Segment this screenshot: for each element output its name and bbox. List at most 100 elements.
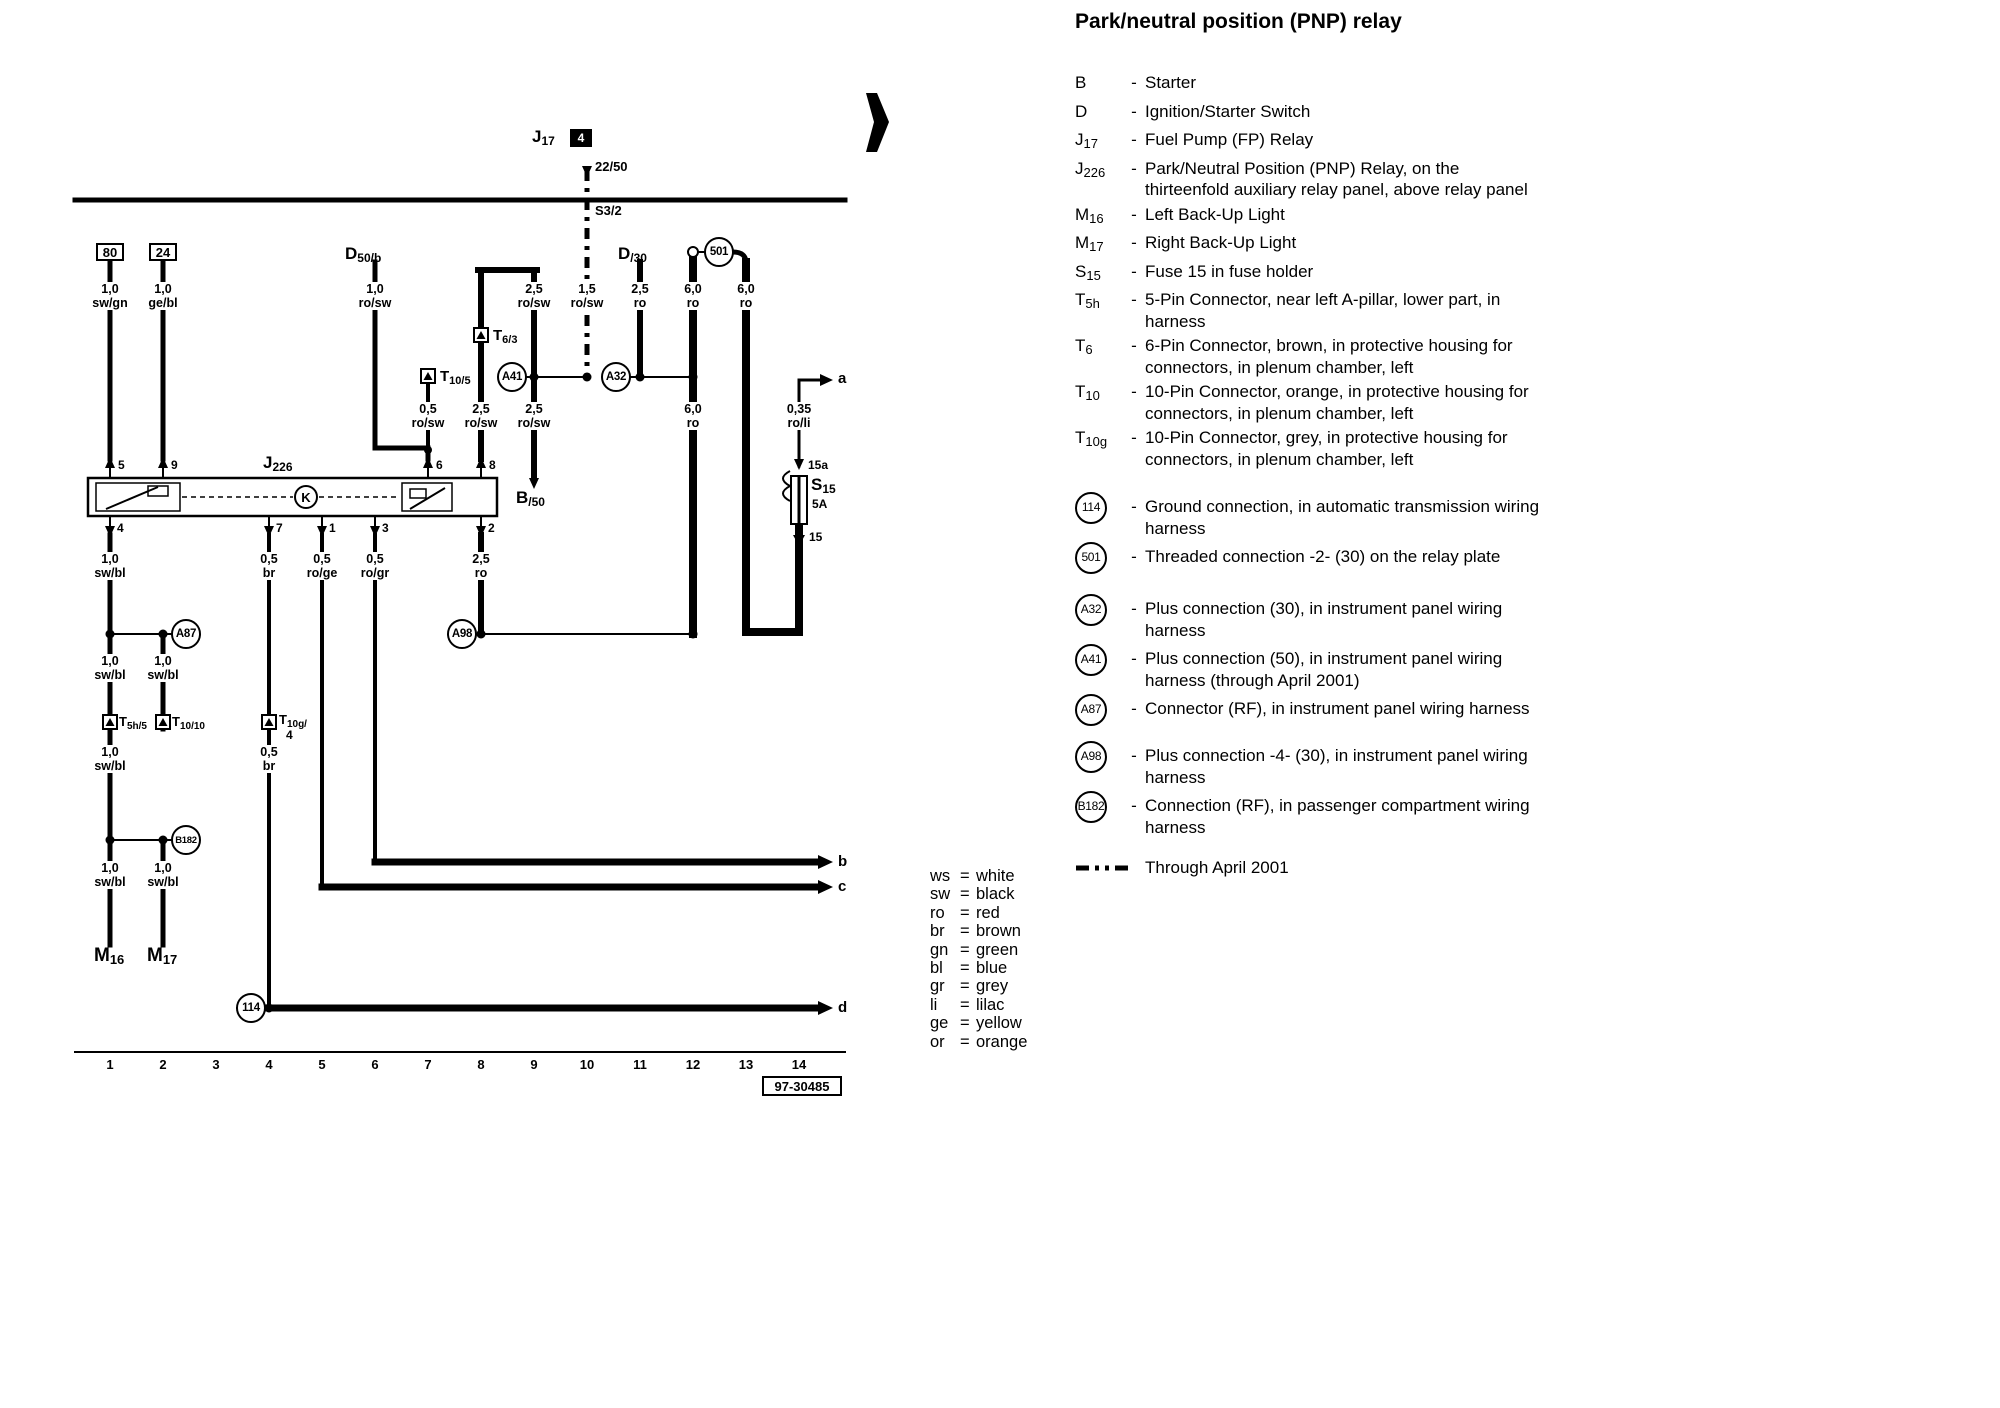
schematic-linework [72, 93, 889, 1053]
fuse-pin-15a: 15a [808, 458, 829, 472]
wire-color-legend: ws = white sw = black ro = red br = brown gn = gre… [930, 867, 1027, 1051]
wire-label: 0,5 ro/sw [409, 402, 447, 430]
track-number: 10 [579, 1057, 595, 1072]
fuse-s15-symbol [782, 470, 808, 525]
ground-ref-circle: 114 [1075, 492, 1107, 524]
edge-connection-c: c [838, 878, 847, 895]
connector-label-t10-5: T10/5 [440, 368, 471, 387]
connector-pin-marks [105, 331, 486, 726]
wire-label: 6,0 ro [682, 282, 704, 310]
terminal-number-7: 7 [276, 521, 283, 535]
wire-label: 1,0 sw/gn [90, 282, 130, 310]
wire-label: 0,5 br [258, 552, 280, 580]
wire-label: 6,0 ro [735, 282, 757, 310]
legend-dashed-note: Through April 2001 [1075, 858, 1542, 878]
connection-ref-circle: B182 [1075, 791, 1107, 823]
component-label-j226: J226 [263, 453, 293, 475]
track-number: 14 [791, 1057, 807, 1072]
terminal-number-1: 1 [329, 521, 336, 535]
connection-ref-circle-a32: A32 [601, 362, 631, 392]
legend-item-a87: A87- Connector (RF), in instrument panel … [1075, 694, 1542, 738]
legend-item-m17: M17- Right Back-Up Light [1075, 233, 1297, 254]
wire-label: 1,0 ge/bl [146, 282, 180, 310]
wire-label: 2,5 ro/sw [515, 282, 553, 310]
color-code-row: ro = red [930, 903, 1000, 922]
terminal-number-6: 6 [436, 458, 443, 472]
legend-item-a32: A32- Plus connection (30), in instrument … [1075, 594, 1542, 641]
track-number: 2 [159, 1057, 167, 1072]
wire-label: 1,0 sw/bl [145, 654, 181, 682]
legend-item-a41: A41- Plus connection (50), in instrument … [1075, 644, 1542, 691]
track-number: 11 [633, 1057, 647, 1072]
legend-item-b182: B182- Connection (RF), in passenger compa… [1075, 791, 1542, 838]
connection-ref-circle: A32 [1075, 594, 1107, 626]
connection-ref-circle-a98: A98 [447, 619, 477, 649]
component-label-b-50: B/50 [516, 488, 545, 510]
legend-item-a98: A98- Plus connection -4- (30), in instrum… [1075, 741, 1542, 788]
wire-label: 1,0 sw/bl [92, 861, 128, 889]
legend-item-j226: J226- Park/Neutral Position (PNP) Relay, … [1075, 158, 1528, 200]
legend-item-114: 114- Ground connection, in automatic tran… [1075, 492, 1542, 539]
track-number: 6 [371, 1057, 379, 1072]
component-label-s15: S15 [811, 475, 836, 497]
wire-label: 2,5 ro [629, 282, 651, 310]
wire-label: 1,0 sw/bl [145, 861, 181, 889]
relay-coil-symbol: K [294, 485, 318, 509]
legend-item-b: B - Starter [1075, 73, 1197, 92]
next-page-arrow-icon[interactable] [866, 93, 889, 152]
terminal-number-5: 5 [118, 458, 125, 472]
track-number: 3 [212, 1057, 220, 1072]
fuse-pin-15: 15 [809, 530, 823, 544]
legend-item-501: 501- Threaded connection -2- (30) on the … [1075, 542, 1542, 586]
ground-ref-circle-114: 114 [236, 993, 266, 1023]
legend-item-j17: J17- Fuel Pump (FP) Relay [1075, 130, 1314, 151]
wire-label: 2,5 ro/sw [515, 402, 553, 430]
track-ref-box-j17: 4 [570, 129, 592, 147]
legend-item-t5h: T5h -5-Pin Connector, near left A-pillar,… [1075, 290, 1501, 331]
component-label-d-50b: D50/b [345, 244, 382, 266]
wire-label: 1,0 ro/sw [356, 282, 394, 310]
track-number: 13 [738, 1057, 754, 1072]
page-title: Park/neutral position (PNP) relay [1075, 10, 1402, 33]
connection-ref-circle-501: 501 [704, 237, 734, 267]
track-number: 12 [685, 1057, 701, 1072]
connector-label-t10g-4-pin: 4 [286, 728, 293, 742]
color-code-row: br = brown [930, 922, 1021, 941]
legend-item-m16: M16- Left Back-Up Light [1075, 204, 1285, 226]
wire-label: 1,0 sw/bl [92, 745, 128, 773]
color-code-row: ge = yellow [930, 1014, 1022, 1033]
connection-ref-circle: A87 [1075, 694, 1107, 726]
component-label-j17: J17 [532, 127, 555, 149]
connector-label-t10-10: T10/10 [172, 714, 205, 732]
connection-ref-circle-a41: A41 [497, 362, 527, 392]
edge-connection-d: d [838, 999, 848, 1016]
continuation-label-22-50: 22/50 [595, 159, 628, 174]
dashed-line-symbol [1075, 863, 1145, 873]
track-number: 1 [106, 1057, 114, 1072]
fuse-rating-label: 5A [812, 497, 828, 511]
component-label-m17: M17 [147, 945, 178, 967]
connector-label-t5h-5: T5h/5 [119, 714, 147, 732]
color-code-row: ws = white [930, 867, 1015, 885]
color-code-row: sw = black [930, 885, 1015, 904]
wire-label: 1,0 sw/bl [92, 654, 128, 682]
track-number: 9 [530, 1057, 538, 1072]
wire-label: 0,5 ro/ge [304, 552, 340, 580]
threaded-connection-point [687, 246, 699, 258]
legend-item-d: D - Ignition/Starter Switch [1075, 101, 1311, 121]
component-label-m16: M16 [94, 945, 125, 967]
wire-label: 6,0 ro [682, 402, 704, 430]
legend-item-t10g: T10g -10-Pin Connector, grey, in protecti… [1075, 428, 1508, 469]
wire-label: 0,5 ro/gr [358, 552, 392, 580]
wire-label: 2,5 ro [470, 552, 492, 580]
diagram-ref-number-box: 97-30485 [762, 1076, 842, 1096]
color-code-row: gr = grey [930, 977, 1009, 996]
wire-label: 1,5 ro/sw [568, 282, 606, 310]
legend-item-s15: S15- Fuse 15 in fuse holder [1075, 261, 1314, 283]
terminal-arrows [105, 166, 833, 1015]
track-number: 8 [477, 1057, 485, 1072]
connection-ref-circle-a87: A87 [171, 619, 201, 649]
junction-dots [105, 372, 698, 1013]
terminal-number-8: 8 [489, 458, 496, 472]
wire-label: 2,5 ro/sw [462, 402, 500, 430]
